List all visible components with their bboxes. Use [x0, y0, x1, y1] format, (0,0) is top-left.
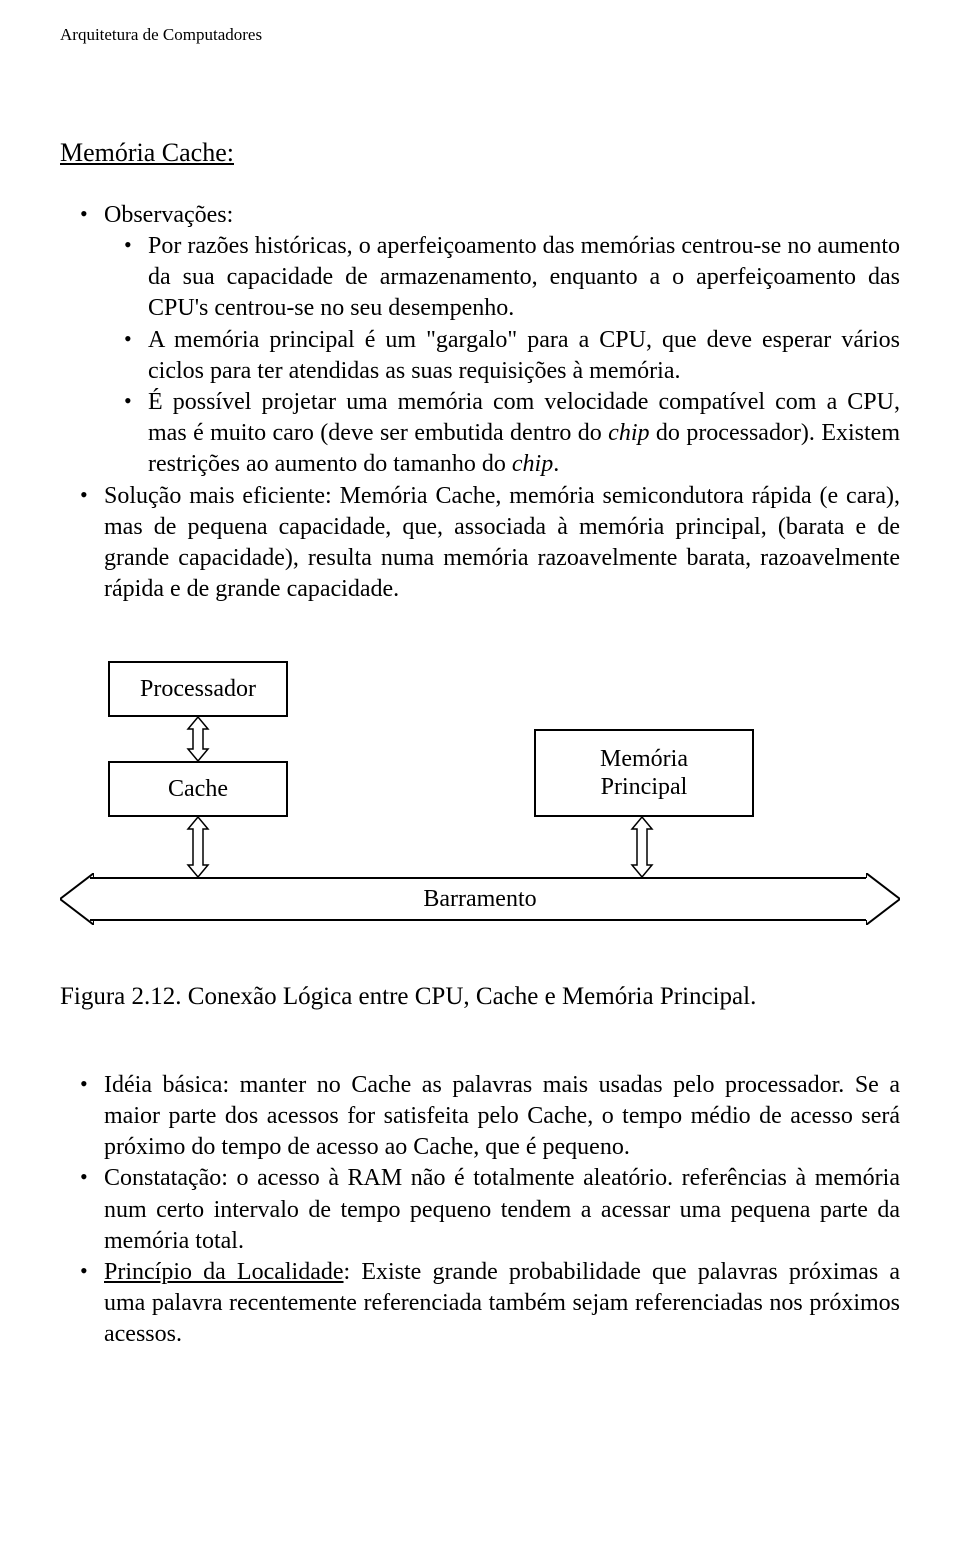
arrow-cache-bus — [186, 817, 210, 877]
bus-tip-left-icon — [60, 873, 94, 925]
bus-arrow-right — [866, 873, 900, 934]
bus-rect: Barramento — [90, 877, 870, 921]
figure-caption: Figura 2.12. Conexão Lógica entre CPU, C… — [60, 981, 900, 1014]
obs-item-1: Por razões históricas, o aperfeiçoamento… — [126, 231, 900, 325]
bus-tip-right-icon — [866, 873, 900, 925]
lower-bullet-3: Princípio da Localidade: Existe grande p… — [82, 1257, 900, 1351]
memoria-principal-box: Memória Principal — [534, 729, 754, 817]
double-arrow-icon — [184, 717, 212, 761]
bus-arrow-left — [60, 873, 94, 934]
arrow-proc-cache — [186, 717, 210, 761]
cache-diagram: Processador Cache Memória Principal Barr… — [60, 661, 900, 951]
observacoes-label: Observações: — [104, 202, 233, 228]
top-bullet-list: Observações: Por razões históricas, o ap… — [60, 200, 900, 605]
obs-item-2: A memória principal é um "gargalo" para … — [126, 325, 900, 387]
double-arrow-icon — [628, 817, 656, 877]
obs3-italic1: chip — [608, 420, 649, 446]
lower-b3-underline: Princípio da Localidade — [104, 1259, 344, 1285]
processador-box: Processador — [108, 661, 288, 717]
lower-bullet-2: Constatação: o acesso à RAM não é totalm… — [82, 1163, 900, 1257]
observacoes-sublist: Por razões históricas, o aperfeiçoamento… — [104, 231, 900, 481]
memoria-label-line1: Memória — [600, 745, 688, 774]
memoria-label-line2: Principal — [600, 773, 688, 802]
section-title: Memória Cache: — [60, 136, 900, 170]
cache-box: Cache — [108, 761, 288, 817]
lower-bullet-1: Idéia básica: manter no Cache as palavra… — [82, 1070, 900, 1164]
processador-label: Processador — [140, 675, 256, 704]
obs-item-3: É possível projetar uma memória com velo… — [126, 387, 900, 481]
lower-bullet-list: Idéia básica: manter no Cache as palavra… — [60, 1070, 900, 1351]
double-arrow-icon — [184, 817, 212, 877]
obs3-italic2: chip — [512, 451, 553, 477]
bullet-solucao: Solução mais eficiente: Memória Cache, m… — [82, 481, 900, 606]
obs3-part3: . — [553, 451, 559, 477]
page-header: Arquitetura de Computadores — [60, 24, 900, 46]
cache-label: Cache — [168, 775, 228, 804]
arrow-memoria-bus — [630, 817, 654, 877]
barramento-label: Barramento — [423, 884, 536, 915]
bullet-observacoes: Observações: Por razões históricas, o ap… — [82, 200, 900, 481]
